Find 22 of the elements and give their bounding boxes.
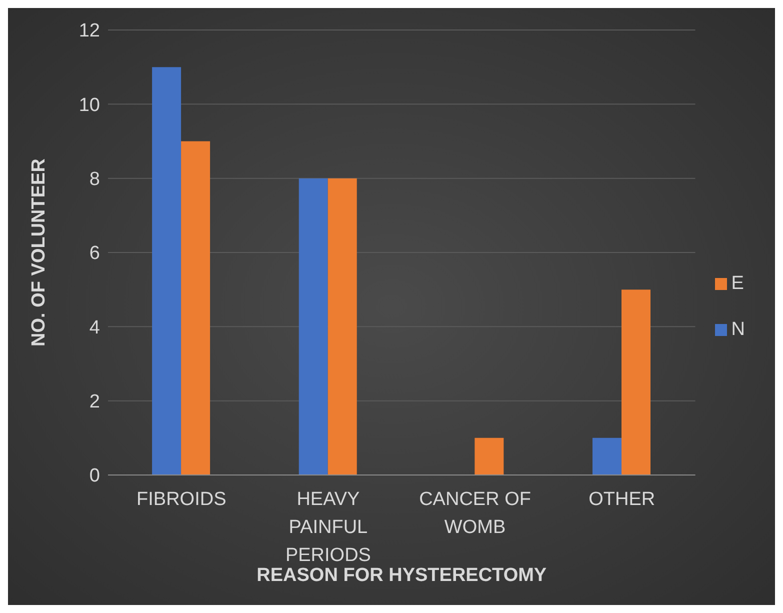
bar — [152, 67, 182, 475]
y-tick-label: 2 — [89, 392, 100, 413]
legend-label: N — [731, 318, 745, 340]
y-tick-label: 12 — [78, 20, 100, 42]
y-axis-title: NO. OF VOLUNTEER — [28, 158, 50, 346]
y-tick-label: 4 — [89, 317, 100, 338]
x-axis-title: REASON FOR HYSTERECTOMY — [256, 565, 547, 586]
bar — [298, 178, 328, 475]
bar — [474, 438, 504, 475]
x-tick-label: CANCER OF WOMB — [419, 489, 531, 538]
y-tick-label: 8 — [89, 169, 100, 190]
y-tick-label: 6 — [89, 243, 100, 264]
y-tick-label: 0 — [89, 466, 100, 487]
bar — [181, 141, 210, 475]
x-tick-label: FIBROIDS — [136, 489, 226, 510]
legend-label: E — [731, 272, 744, 294]
x-tick-label: HEAVY PAINFUL PERIODS — [285, 489, 371, 566]
bar — [621, 290, 650, 475]
bar — [328, 178, 357, 475]
x-tick-label: OTHER — [588, 489, 656, 510]
y-tick-label: 10 — [78, 94, 100, 116]
bar — [592, 438, 622, 475]
